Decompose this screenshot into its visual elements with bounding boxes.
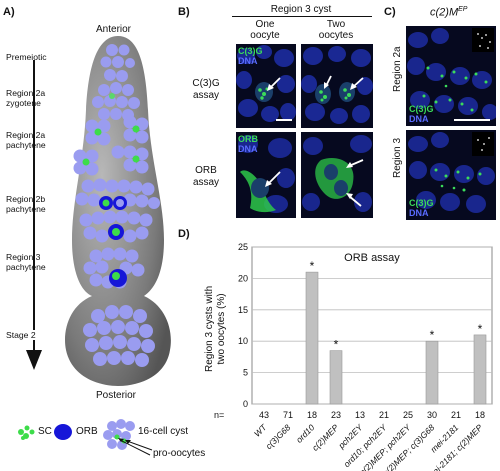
c-dna-tag-1: DNA [409,114,429,124]
sc-legend-icon [18,425,35,440]
stage-r2a-pachytene: Region 2a pachytene [6,130,46,150]
panel-a-label: A) [3,6,15,18]
posterior-label: Posterior [96,390,137,401]
panel-c-title: c(2)MEP [430,6,468,19]
x-tick-label: c(2)MEP [310,422,341,453]
cyst-legend-label: 16-cell cyst [138,426,189,437]
y-tick-label: 15 [238,305,248,315]
n-value: 71 [283,410,293,420]
panel-b-label: B) [178,6,190,18]
micrograph-c2m-region-3: C(3)G DNA [406,130,496,220]
orb-tag: ORB [238,134,258,144]
n-value: 21 [379,410,389,420]
dna-tag: DNA [238,56,258,66]
sc-legend-label: SC [38,426,52,437]
region3-cyst-header: Region 3 cyst [270,4,332,15]
cyst-legend-icon [103,419,135,450]
micrograph-orb-one-oocyte: ORB DNA [236,132,296,218]
panel-c-label: C) [384,6,396,18]
y-tick-label: 5 [243,368,248,378]
orb-legend-icon [54,424,72,440]
stage-r2a-zygotene: Region 2a zygotene [6,88,46,108]
micrograph-orb-two-oocytes [301,132,373,218]
r2b-pachytene-cells [75,178,160,243]
y-tick-label: 0 [243,399,248,409]
stage-arrow-head [26,350,42,370]
significance-mark: * [478,322,483,336]
n-value: 21 [451,410,461,420]
stage-premeiotic: Premeiotic [6,52,47,62]
micrograph-c3g-one-oocyte: C(3)G DNA [236,44,296,128]
stage2-cells [83,305,155,367]
stage-r3-pachytene: Region 3 pachytene [6,252,46,272]
bar-3 [329,350,343,405]
c3g-tag: C(3)G [238,46,263,56]
stage-r2b-pachytene: Region 2b pachytene [6,194,46,214]
orb-legend-label: ORB [76,426,98,437]
n-value: 18 [307,410,317,420]
n-value: 13 [355,410,365,420]
orb-dna-tag: DNA [238,144,258,154]
row-c3g-assay: C(3)G assay [192,78,220,101]
n-prefix: n= [214,410,225,420]
anterior-label: Anterior [96,24,132,35]
panel-d-label: D) [178,228,190,240]
significance-mark: * [334,338,339,352]
col-two-oocytes: Two oocytes [318,19,354,41]
n-value: 25 [403,410,413,420]
col-one-oocyte: One oocyte [250,19,280,41]
bar-7 [425,340,439,405]
x-tick-label: WT [252,422,269,439]
micrograph-c2m-region-2a: C(3)G DNA [406,26,496,126]
header-rule [232,16,372,17]
y-tick-label: 10 [238,336,248,346]
y-tick-label: 25 [238,242,248,252]
stage-2: Stage 2 [6,330,36,340]
germarium-diagram [18,36,171,456]
significance-mark: * [430,328,435,342]
row-orb-assay: ORB assay [192,165,220,188]
c-c3g-tag-1: C(3)G [409,104,434,114]
y-tick-label: 20 [238,273,248,283]
x-tick-label: c(3)G68 [264,422,293,451]
n-value: 23 [331,410,341,420]
bar-9 [473,334,487,405]
bar-2 [305,271,319,405]
micrograph-c3g-two-oocytes [301,44,373,128]
premeiotic-cells [100,44,135,82]
r2a-pachytene-cells [73,115,149,176]
plot-area [251,246,493,405]
n-value: 18 [475,410,485,420]
c-c3g-tag-2: C(3)G [409,198,434,208]
c-dna-tag-2: DNA [409,208,429,218]
n-value: 30 [427,410,437,420]
chart-title: ORB assay [344,252,400,264]
pro-oocytes-legend-label: pro-oocytes [153,448,206,459]
n-value: 43 [259,410,269,420]
significance-mark: * [310,259,315,273]
